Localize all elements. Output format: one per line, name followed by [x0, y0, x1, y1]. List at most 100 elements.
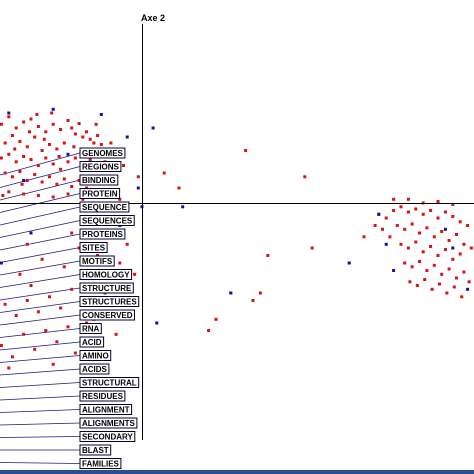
term-label-box: [79, 269, 133, 280]
red-point: [7, 190, 11, 194]
red-point: [432, 263, 436, 267]
red-point: [3, 171, 7, 175]
red-point: [451, 257, 455, 261]
red-point: [94, 122, 98, 126]
blue-point: [99, 113, 103, 116]
red-point: [109, 141, 113, 145]
red-point: [451, 203, 455, 206]
leader-line: [0, 206, 81, 226]
red-point: [51, 122, 55, 126]
red-point: [258, 291, 262, 295]
blue-point: [347, 261, 351, 265]
red-point: [81, 197, 85, 201]
term-label-text: STRUCTURAL: [82, 379, 137, 388]
red-point: [22, 120, 26, 124]
term-label: SEQUENCES: [79, 215, 135, 226]
red-point: [432, 235, 436, 239]
term-label-box: [79, 377, 140, 388]
term-label-box: [79, 350, 112, 361]
red-point: [310, 246, 314, 250]
red-point: [18, 272, 22, 276]
term-label-text: ALIGNMENT: [82, 406, 130, 415]
term-label-text: SEQUENCE: [82, 203, 128, 212]
term-label-box: [79, 431, 136, 442]
red-point: [96, 134, 100, 137]
red-point: [92, 141, 96, 145]
red-point: [55, 340, 59, 344]
term-label-box: [79, 309, 135, 321]
red-point: [44, 130, 48, 134]
term-label-text: HOMOLOGY: [82, 271, 130, 280]
red-point: [436, 200, 440, 203]
red-point: [423, 278, 427, 281]
red-point: [414, 240, 418, 244]
red-point: [440, 230, 444, 233]
red-point: [447, 239, 451, 242]
red-point: [55, 147, 59, 151]
red-point: [395, 224, 399, 227]
red-point: [36, 194, 40, 197]
red-point: [35, 113, 39, 116]
red-point: [373, 224, 377, 227]
red-point: [384, 216, 388, 220]
red-point: [430, 287, 434, 291]
red-point: [0, 156, 3, 160]
leader-lines: [0, 152, 81, 464]
red-point: [70, 185, 74, 188]
red-point: [42, 137, 46, 141]
term-label-text: SECONDARY: [82, 433, 133, 442]
red-point: [451, 215, 455, 218]
red-point: [438, 282, 441, 286]
term-label-text: STRUCTURE: [82, 284, 132, 293]
red-point: [62, 265, 66, 269]
red-point: [114, 332, 118, 336]
leader-line: [0, 314, 81, 326]
red-point: [455, 233, 458, 236]
blue-point: [377, 212, 381, 216]
term-label-text: FAMILIES: [82, 460, 120, 469]
red-point: [29, 158, 33, 161]
leader-line: [0, 274, 81, 288]
leader-line: [0, 436, 81, 438]
red-point: [7, 115, 11, 119]
red-point: [14, 126, 18, 130]
red-point: [436, 216, 440, 220]
red-point: [59, 167, 63, 171]
term-label-box: [79, 188, 121, 199]
red-point: [443, 248, 447, 251]
red-point: [22, 192, 26, 196]
red-point: [99, 143, 103, 146]
leader-line: [0, 301, 81, 313]
red-point: [55, 182, 59, 186]
red-point: [388, 235, 392, 239]
red-point: [440, 272, 444, 276]
red-point: [443, 210, 447, 214]
red-point: [429, 245, 433, 248]
red-point: [70, 231, 74, 235]
red-point: [36, 164, 40, 167]
term-label-box: [79, 242, 108, 253]
blue-point: [155, 321, 159, 325]
red-point: [445, 291, 449, 295]
blue-point: [0, 261, 3, 265]
red-point: [36, 125, 40, 128]
red-point: [403, 227, 407, 231]
blue-point: [229, 291, 233, 295]
red-point: [77, 122, 81, 125]
leader-line: [0, 382, 81, 388]
blue-point: [466, 287, 470, 291]
leader-line: [0, 233, 81, 251]
red-point: [266, 254, 270, 257]
red-point: [447, 267, 451, 271]
red-point: [25, 145, 29, 149]
red-point: [462, 242, 466, 246]
red-point: [33, 173, 37, 176]
red-point: [62, 141, 66, 145]
red-point: [415, 284, 419, 287]
term-label-text: REGIONS: [82, 163, 120, 172]
red-point: [18, 170, 22, 173]
red-point: [1, 194, 5, 197]
term-label: HOMOLOGY: [79, 269, 133, 280]
red-point: [33, 347, 37, 351]
term-label-text: CONSERVED: [82, 311, 133, 320]
